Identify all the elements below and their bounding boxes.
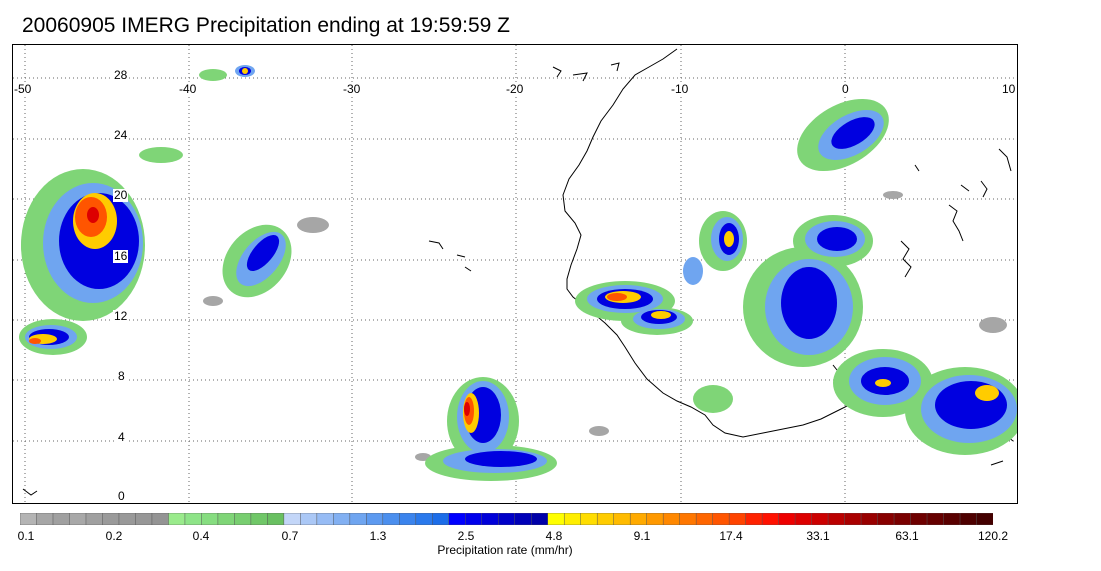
colorbar-tick-5: 2.5 <box>457 529 475 543</box>
colorbar-swatch <box>201 513 219 525</box>
colorbar-swatch <box>382 513 401 525</box>
colorbar-swatch <box>679 513 697 525</box>
colorbar-swatch <box>959 513 978 525</box>
colorbar-swatch <box>844 513 862 525</box>
inland-water <box>22 62 1012 496</box>
lat-label-16: 16 <box>113 249 129 263</box>
colorbar-swatch <box>333 513 351 525</box>
colorbar-swatch <box>761 513 780 525</box>
colorbar-swatch <box>646 513 664 525</box>
lat-label-4: 4 <box>117 430 126 444</box>
colorbar-swatch <box>728 513 747 525</box>
colorbar-swatch <box>976 513 993 525</box>
colorbar-swatch <box>366 513 384 525</box>
colorbar-swatch <box>596 513 615 525</box>
colorbar-swatch <box>877 513 895 525</box>
colorbar-swatch <box>151 513 170 525</box>
colorbar-swatch <box>316 513 335 525</box>
colorbar-swatch <box>530 513 549 525</box>
colorbar-swatch <box>943 513 961 525</box>
colorbar-tick-10: 63.1 <box>895 529 919 543</box>
precip-red <box>87 207 470 416</box>
colorbar-swatch <box>580 513 598 525</box>
colorbar-swatch <box>860 513 879 525</box>
colorbar-swatch <box>481 513 500 525</box>
colorbar-swatch <box>745 513 763 525</box>
colorbar-tick-3: 0.7 <box>281 529 299 543</box>
colorbar-swatch <box>448 513 467 525</box>
colorbar-swatch <box>267 513 285 525</box>
colorbar-label: Precipitation rate (mm/hr) <box>437 543 573 557</box>
lat-label-12: 12 <box>113 309 129 323</box>
colorbar-swatch <box>217 513 236 525</box>
colorbar-tick-6: 4.8 <box>545 529 563 543</box>
colorbar-swatch <box>794 513 813 525</box>
colorbar-swatch <box>85 513 104 525</box>
colorbar-swatch <box>234 513 252 525</box>
colorbar-swatch <box>118 513 137 525</box>
colorbar-swatch <box>168 513 186 525</box>
colorbar-swatch <box>432 513 450 525</box>
colorbar-tick-8: 17.4 <box>719 529 743 543</box>
lat-label-28: 28 <box>113 68 129 82</box>
colorbar-swatch <box>283 513 302 525</box>
colorbar-swatch <box>415 513 434 525</box>
colorbar-swatch <box>349 513 368 525</box>
precipitation-map[interactable]: 28 24 20 16 12 8 4 0 -50 -40 -30 -20 -10… <box>12 44 1018 504</box>
colorbar-swatch <box>69 513 87 525</box>
colorbar-swatch <box>563 513 582 525</box>
lon-label-minus40: -40 <box>178 82 198 96</box>
colorbar-swatch <box>36 513 54 525</box>
colorbar-swatch <box>712 513 730 525</box>
colorbar-tick-1: 0.2 <box>105 529 123 543</box>
colorbar-tick-11: 120.2 <box>977 529 1009 543</box>
lon-label-0: 0 <box>841 82 850 96</box>
lon-label-minus20: -20 <box>505 82 525 96</box>
colorbar-swatch <box>465 513 483 525</box>
colorbar-swatch <box>547 513 565 525</box>
colorbar-swatch <box>498 513 516 525</box>
colorbar-swatch <box>662 513 681 525</box>
colorbar-swatch <box>250 513 269 525</box>
colorbar-swatch <box>184 513 203 525</box>
colorbar-swatch <box>695 513 714 525</box>
lon-label-minus50: -50 <box>13 82 33 96</box>
colorbar-tick-4: 1.3 <box>369 529 387 543</box>
colorbar-swatch <box>102 513 120 525</box>
lat-label-0: 0 <box>117 489 126 503</box>
colorbar-swatch <box>910 513 928 525</box>
colorbar-tick-0: 0.1 <box>17 529 35 543</box>
colorbar-swatch <box>52 513 71 525</box>
colorbar-swatch <box>629 513 648 525</box>
colorbar-tick-7: 9.1 <box>633 529 651 543</box>
lat-label-8: 8 <box>117 369 126 383</box>
colorbar-swatch <box>926 513 945 525</box>
colorbar-swatch <box>893 513 912 525</box>
colorbar-swatch <box>811 513 829 525</box>
colorbar-swatch <box>20 513 38 525</box>
colorbar-tick-9: 33.1 <box>806 529 830 543</box>
colorbar-swatch <box>613 513 631 525</box>
colorbar-swatch <box>399 513 417 525</box>
colorbar-swatch <box>135 513 153 525</box>
colorbar-swatch <box>300 513 318 525</box>
lon-label-minus30: -30 <box>342 82 362 96</box>
colorbar-swatch <box>514 513 532 525</box>
map-canvas <box>13 45 1017 503</box>
colorbar <box>20 513 993 525</box>
colorbar-swatch <box>778 513 796 525</box>
map-title: 20060905 IMERG Precipitation ending at 1… <box>22 14 510 37</box>
colorbar-swatch <box>827 513 846 525</box>
colorbar-tick-2: 0.4 <box>192 529 210 543</box>
lat-label-24: 24 <box>113 128 129 142</box>
lon-label-minus10: -10 <box>670 82 690 96</box>
lon-label-10: 10 <box>1001 82 1017 96</box>
lat-label-20: 20 <box>113 188 129 202</box>
